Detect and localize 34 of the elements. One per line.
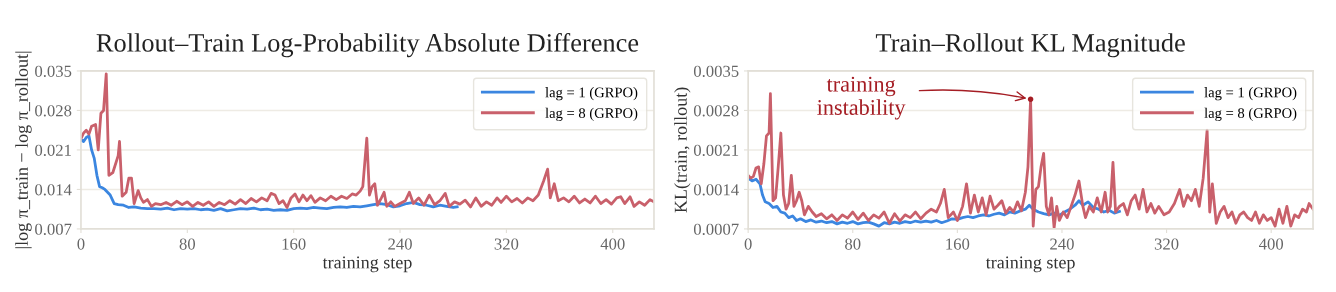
y-tick-label: 0.007	[35, 223, 72, 235]
x-tick-label: 80	[845, 238, 861, 250]
x-tick-label: 400	[600, 238, 625, 250]
y-tick-label: 0.0014	[693, 184, 739, 196]
y-tick-label: 0.0021	[693, 144, 739, 156]
y-tick-label: 0.0028	[693, 105, 739, 117]
x-tick-label: 240	[1050, 238, 1074, 250]
y-axis-title: |log π_train − log π_rollout|	[15, 51, 32, 249]
x-tick-label: 240	[388, 238, 412, 250]
annotation: training instability	[817, 76, 906, 120]
x-axis-title: training step	[985, 256, 1075, 273]
x-axis-title: training step	[322, 256, 412, 273]
y-tick-label: 0.0035	[693, 65, 739, 77]
x-tick-label: 160	[946, 238, 970, 250]
legend-label: lag = 8 (GRPO)	[545, 107, 638, 121]
x-tick-label: 80	[179, 238, 196, 250]
y-tick-label: 0.0007	[693, 223, 739, 235]
y-tick-label: 0.014	[35, 184, 72, 196]
x-tick-label: 0	[77, 238, 85, 250]
x-tick-label: 320	[1154, 238, 1179, 250]
chart-title: Rollout–Train Log-Probability Absolute Difference	[96, 32, 639, 58]
legend-label: lag = 1 (GRPO)	[545, 87, 638, 101]
x-tick-label: 0	[744, 238, 752, 250]
y-axis-title: KL(train, rollout)	[674, 87, 691, 213]
line-series	[80, 134, 459, 213]
chart-title: Train–Rollout KL Magnitude	[875, 33, 1185, 58]
legend-label: lag = 8 (GRPO)	[1204, 107, 1297, 121]
legend-label: lag = 1 (GRPO)	[1204, 87, 1297, 101]
x-tick-label: 320	[494, 238, 519, 250]
x-tick-label: 160	[282, 238, 306, 250]
y-tick-label: 0.028	[35, 105, 72, 117]
x-tick-label: 400	[1259, 238, 1284, 250]
y-tick-label: 0.021	[35, 144, 71, 156]
y-tick-label: 0.035	[35, 65, 72, 77]
